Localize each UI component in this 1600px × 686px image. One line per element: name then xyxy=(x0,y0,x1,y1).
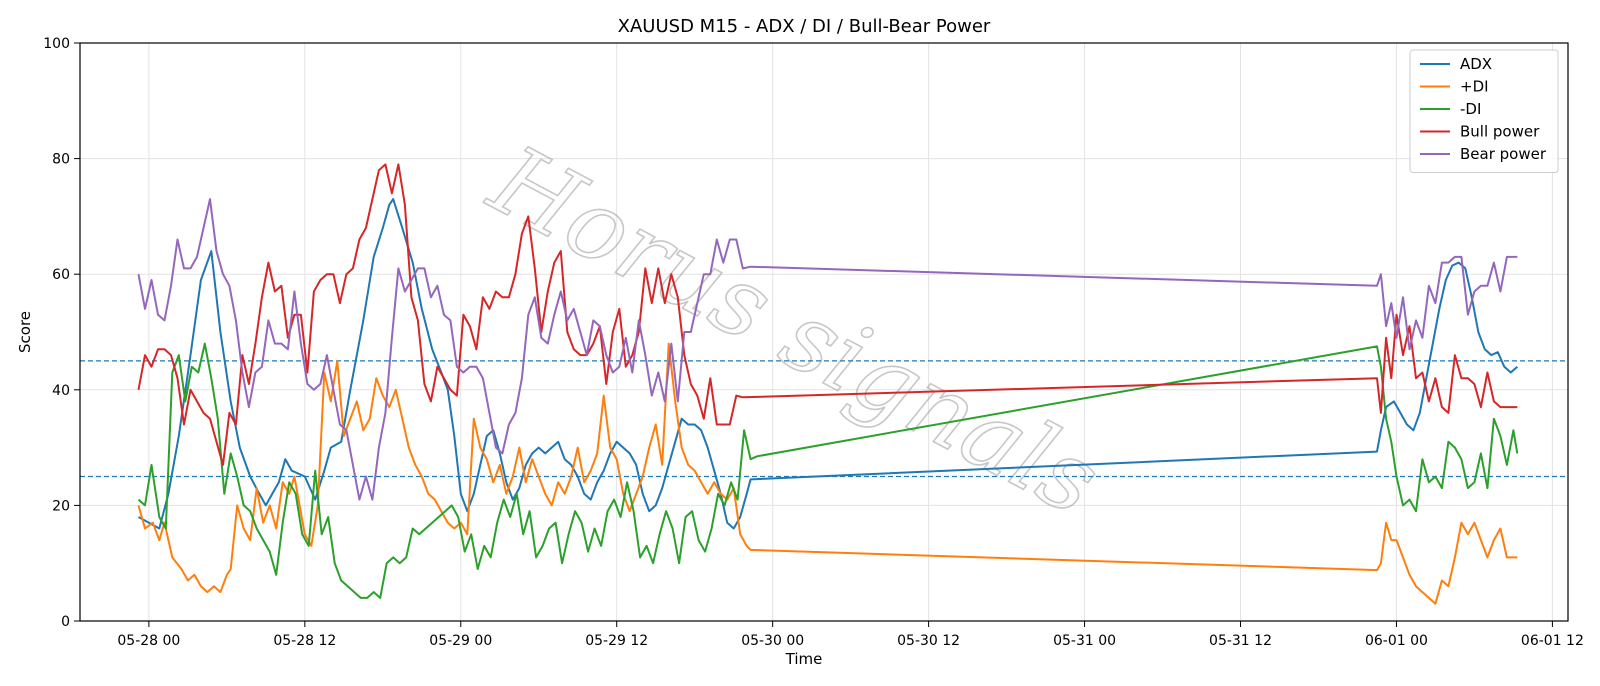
y-tick-label: 100 xyxy=(43,36,70,52)
watermark-text: Horus signals xyxy=(472,123,1117,537)
x-tick-label: 05-30 12 xyxy=(897,633,960,649)
legend-label: -DI xyxy=(1460,100,1481,118)
series-lines xyxy=(137,163,1519,605)
x-tick-label: 05-31 12 xyxy=(1209,633,1272,649)
series-line-bull-power xyxy=(137,163,1518,466)
legend-label: Bull power xyxy=(1460,123,1540,141)
series-line-bear-power xyxy=(137,198,1518,501)
x-axis-label: Time xyxy=(785,650,823,668)
x-tick-label: 05-29 12 xyxy=(585,633,648,649)
y-tick-label: 60 xyxy=(52,267,70,283)
y-axis-ticks: 0 20 40 60 80 100 xyxy=(43,36,80,630)
x-tick-label: 06-01 00 xyxy=(1365,633,1428,649)
series-line--di xyxy=(137,342,1519,599)
x-tick-label: 05-28 12 xyxy=(273,633,336,649)
legend-label: ADX xyxy=(1460,55,1492,73)
series-line-adx xyxy=(138,198,1518,530)
x-tick-label: 05-31 00 xyxy=(1053,633,1116,649)
legend: ADX +DI -DI Bull power Bear power xyxy=(1409,49,1559,173)
x-tick-label: 05-28 00 xyxy=(117,633,180,649)
y-tick-label: 20 xyxy=(52,498,70,514)
watermark: Horus signals xyxy=(471,123,1118,539)
legend-label: Bear power xyxy=(1460,145,1547,163)
y-axis-label: Score xyxy=(16,311,34,353)
x-axis-ticks: 05-28 00 05-28 12 05-29 00 05-29 12 05-30 00… xyxy=(117,621,1584,649)
x-tick-label: 06-01 12 xyxy=(1521,633,1584,649)
y-tick-label: 0 xyxy=(61,614,70,630)
legend-box xyxy=(1409,49,1559,173)
x-tick-label: 05-29 00 xyxy=(429,633,492,649)
y-tick-label: 40 xyxy=(52,383,70,399)
x-tick-label: 05-30 00 xyxy=(741,633,804,649)
y-tick-label: 80 xyxy=(52,152,70,168)
chart-title: XAUUSD M15 - ADX / DI / Bull-Bear Power xyxy=(618,16,991,37)
series-line--di xyxy=(137,342,1518,605)
legend-label: +DI xyxy=(1460,78,1489,96)
plot-frame xyxy=(79,42,1569,622)
